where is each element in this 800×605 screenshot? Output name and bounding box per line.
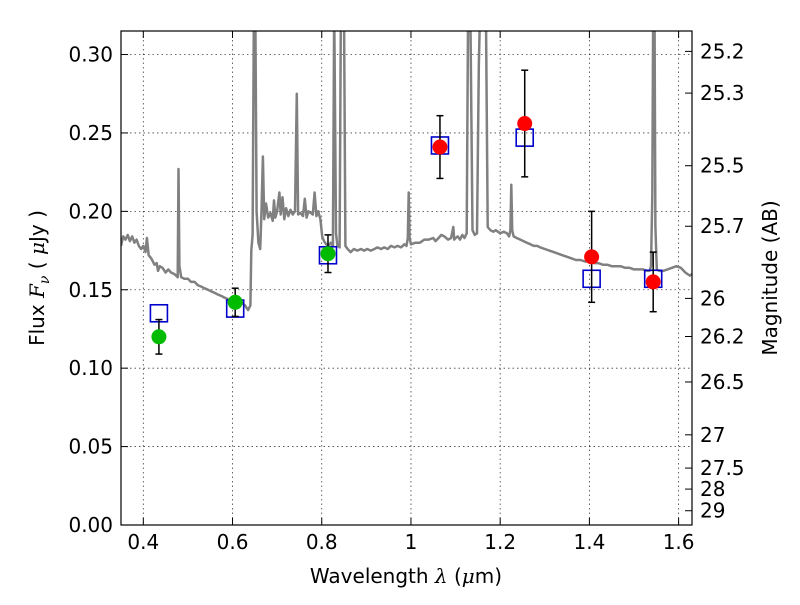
observed-flux-point: [151, 329, 167, 345]
x-tick-label: 1.2: [484, 530, 516, 554]
axis-ticks: 0.4 0.6 0.8 1 1.2 1.4 1.6 0.00 0.05 0.10 0.15 0.20 0…: [68, 31, 745, 554]
spectrum-layer: [121, 31, 692, 312]
magnitude-tick-label: 27.5: [700, 456, 745, 480]
y-tick-label: 0.00: [68, 513, 113, 537]
magnitude-tick-label: 26: [700, 286, 725, 310]
magnitude-tick-label: 28: [700, 477, 725, 501]
magnitude-tick-label: 25.7: [700, 214, 745, 238]
observed-flux-point: [432, 139, 448, 155]
x-axis-title: Wavelength λ (μm): [310, 564, 502, 588]
x-axis-unit-rest: m): [475, 564, 502, 588]
y-axis-unit-mu: μ: [25, 242, 49, 255]
magnitude-tick-label: 25.5: [700, 154, 745, 178]
y-axis-title-text: Flux: [25, 298, 49, 346]
y-tick-label: 0.25: [68, 121, 113, 145]
x-tick-label: 1: [405, 530, 418, 554]
magnitude-tick-label: 25.2: [700, 39, 745, 63]
observed-flux-point: [645, 274, 661, 290]
grid-lines: [121, 31, 692, 526]
observed-flux-point: [320, 246, 336, 262]
y-axis-unit-rest: Jy ): [25, 210, 49, 244]
magnitude-tick-label: 27: [700, 423, 725, 447]
x-axis-unit-mu: μ: [462, 564, 475, 588]
y-tick-label: 0.10: [68, 356, 113, 380]
observed-flux-point: [584, 249, 600, 265]
y-tick-label: 0.30: [68, 43, 113, 67]
magnitude-tick-label: 26.2: [700, 324, 745, 348]
x-axis-title-text: Wavelength: [310, 564, 435, 588]
x-tick-label: 0.4: [127, 530, 159, 554]
plot-frame: [120, 30, 693, 526]
magnitude-tick-label: 25.3: [700, 81, 745, 105]
x-tick-label: 1.6: [663, 530, 695, 554]
y2-axis-title: Magnitude (AB): [758, 200, 782, 355]
x-axis-unit-open: (: [448, 564, 462, 588]
y-axis-symbol: F: [25, 283, 49, 299]
observed-flux-point: [517, 116, 533, 132]
y-axis-title: Flux Fν ( μJy ): [25, 210, 53, 346]
y-axis-subscript: ν: [37, 275, 53, 284]
model-spectrum-line: [121, 31, 692, 312]
y-tick-label: 0.15: [68, 278, 113, 302]
photometry-layer: [149, 69, 663, 355]
y-tick-label: 0.05: [68, 435, 113, 459]
magnitude-tick-label: 26.5: [700, 370, 745, 394]
y-axis-unit-open: (: [25, 255, 49, 276]
x-tick-label: 0.6: [217, 530, 249, 554]
x-tick-label: 1.4: [573, 530, 605, 554]
x-tick-label: 0.8: [306, 530, 338, 554]
x-axis-symbol: λ: [434, 564, 448, 588]
magnitude-tick-label: 29: [700, 499, 725, 523]
y-tick-label: 0.20: [68, 199, 113, 223]
observed-flux-point: [227, 294, 243, 310]
